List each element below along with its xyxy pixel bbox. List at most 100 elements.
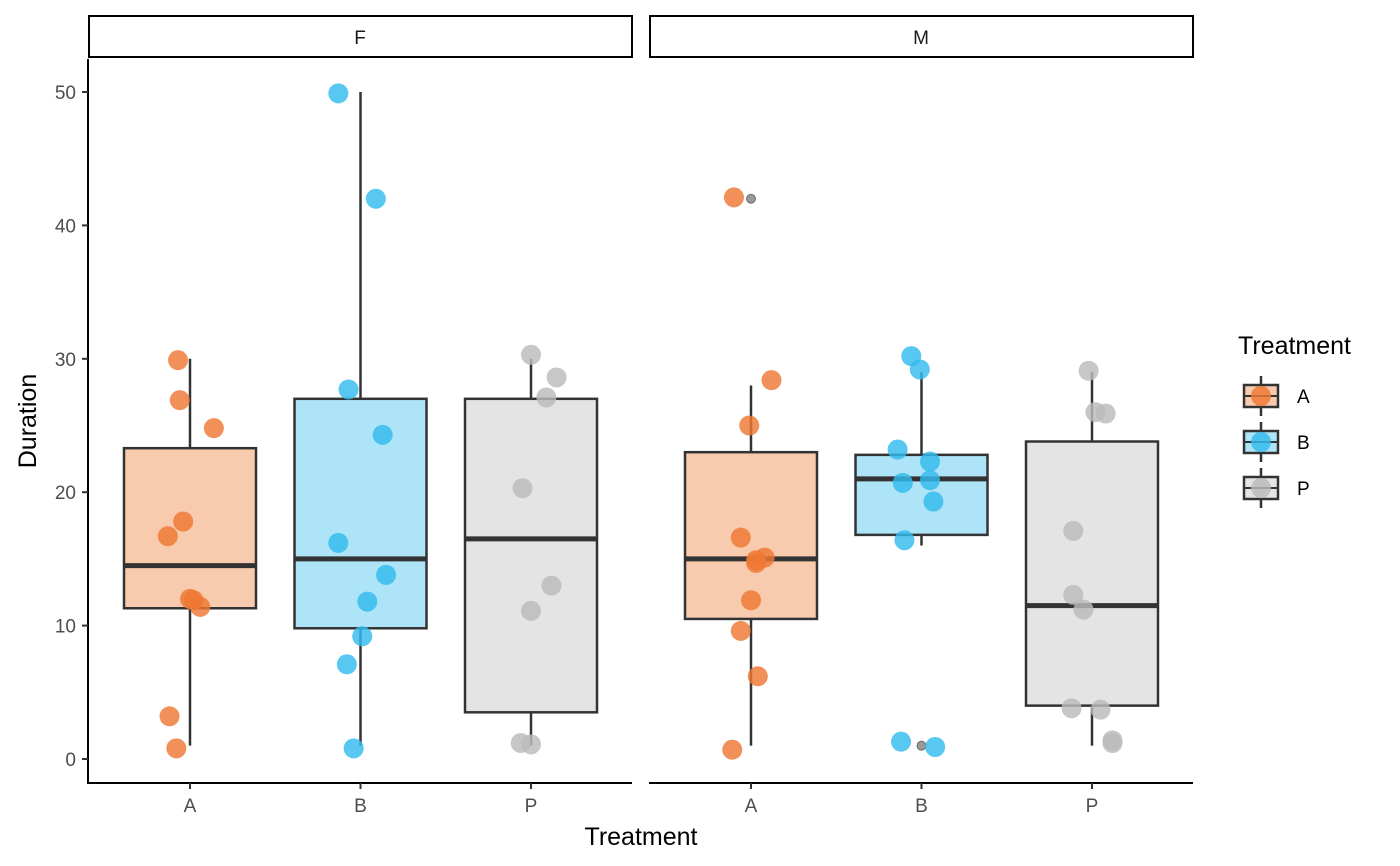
data-point [521,600,541,621]
axes: 0 10 20 30 40 50 A B P A B P [55,59,1193,817]
legend-item-a: A [1242,376,1310,416]
data-point [747,666,768,687]
data-point [376,564,397,585]
data-point [357,591,378,612]
legend-label: B [1297,433,1310,454]
facet-strips: F M [88,15,1194,58]
data-point [920,451,941,472]
y-tick-label: 40 [55,216,76,237]
data-point [923,491,944,512]
data-point [173,511,194,532]
y-tick-label: 20 [55,483,76,504]
data-point [372,424,393,445]
data-point [722,739,743,760]
box-iqr [1024,440,1160,707]
data-point [723,187,744,208]
data-point [159,706,180,727]
legend-point-key [1251,386,1271,406]
data-point [920,470,941,491]
box-group-p [1024,360,1160,753]
data-point [203,418,224,439]
data-point [166,738,187,759]
legend-label: A [1297,387,1310,408]
data-point [891,731,912,752]
data-point [521,344,541,365]
data-point [336,654,357,675]
box-group-a [122,350,258,759]
outlier-point [916,740,927,751]
y-tick-label: 30 [55,350,76,371]
box-iqr [293,397,428,630]
data-point [892,472,913,493]
x-tick-label: B [354,796,367,817]
y-tick-label: 50 [55,83,76,104]
y-tick-label: 10 [55,617,76,638]
data-point [1073,599,1094,620]
data-point [168,350,189,371]
data-point [536,387,557,408]
x-tick-label: B [915,796,928,817]
data-point [739,415,760,436]
legend-items: A B P [1242,376,1310,508]
plot-panels [122,83,1160,760]
data-point [730,527,751,548]
y-axis-title: Duration [14,374,42,469]
legend-point-key [1251,478,1271,498]
legend-label: P [1297,479,1310,500]
data-point [761,370,782,391]
data-point [925,736,946,757]
data-point [1095,403,1116,424]
data-point [328,83,349,104]
outlier-point [746,193,756,204]
data-point [746,552,767,573]
data-point [343,738,364,759]
panel-f [122,83,599,759]
legend: Treatment A B P [1238,332,1351,508]
data-point [1090,699,1111,720]
data-point [1063,584,1084,605]
facet-strip-m [649,15,1194,58]
data-point [730,620,751,641]
x-tick-label: A [745,796,758,817]
facet-label-m: M [913,28,929,49]
x-tick-label: P [1086,796,1099,817]
data-point [894,530,915,551]
data-point [546,367,567,388]
legend-item-p: P [1242,468,1310,508]
box-iqr [854,453,989,537]
data-point [157,526,178,547]
legend-point-key [1251,432,1271,452]
legend-item-b: B [1242,422,1310,462]
y-tick-label: 0 [65,750,76,771]
x-tick-label: P [525,796,538,817]
box-group-b [854,346,989,757]
data-point [887,439,908,460]
facet-label-f: F [354,28,366,49]
data-point [190,596,211,617]
data-point [512,478,533,499]
data-point [541,575,562,596]
data-point [365,188,386,209]
x-axis-title: Treatment [584,823,697,851]
data-point [909,359,930,380]
data-point [521,734,541,755]
data-point [1063,520,1084,541]
panel-m [683,187,1160,760]
data-point [352,626,373,647]
y-ticks: 0 10 20 30 40 50 [55,83,88,771]
data-point [328,532,349,553]
box-group-a [683,187,819,760]
x-tick-label: A [184,796,197,817]
data-point [338,379,359,400]
legend-title: Treatment [1238,332,1351,360]
data-point [1078,360,1099,381]
box-group-p [463,344,599,755]
box-group-b [293,83,428,759]
data-point [1102,732,1123,753]
box-iqr [463,397,599,714]
data-point [741,590,761,611]
data-point [169,390,190,411]
data-point [1061,698,1082,719]
